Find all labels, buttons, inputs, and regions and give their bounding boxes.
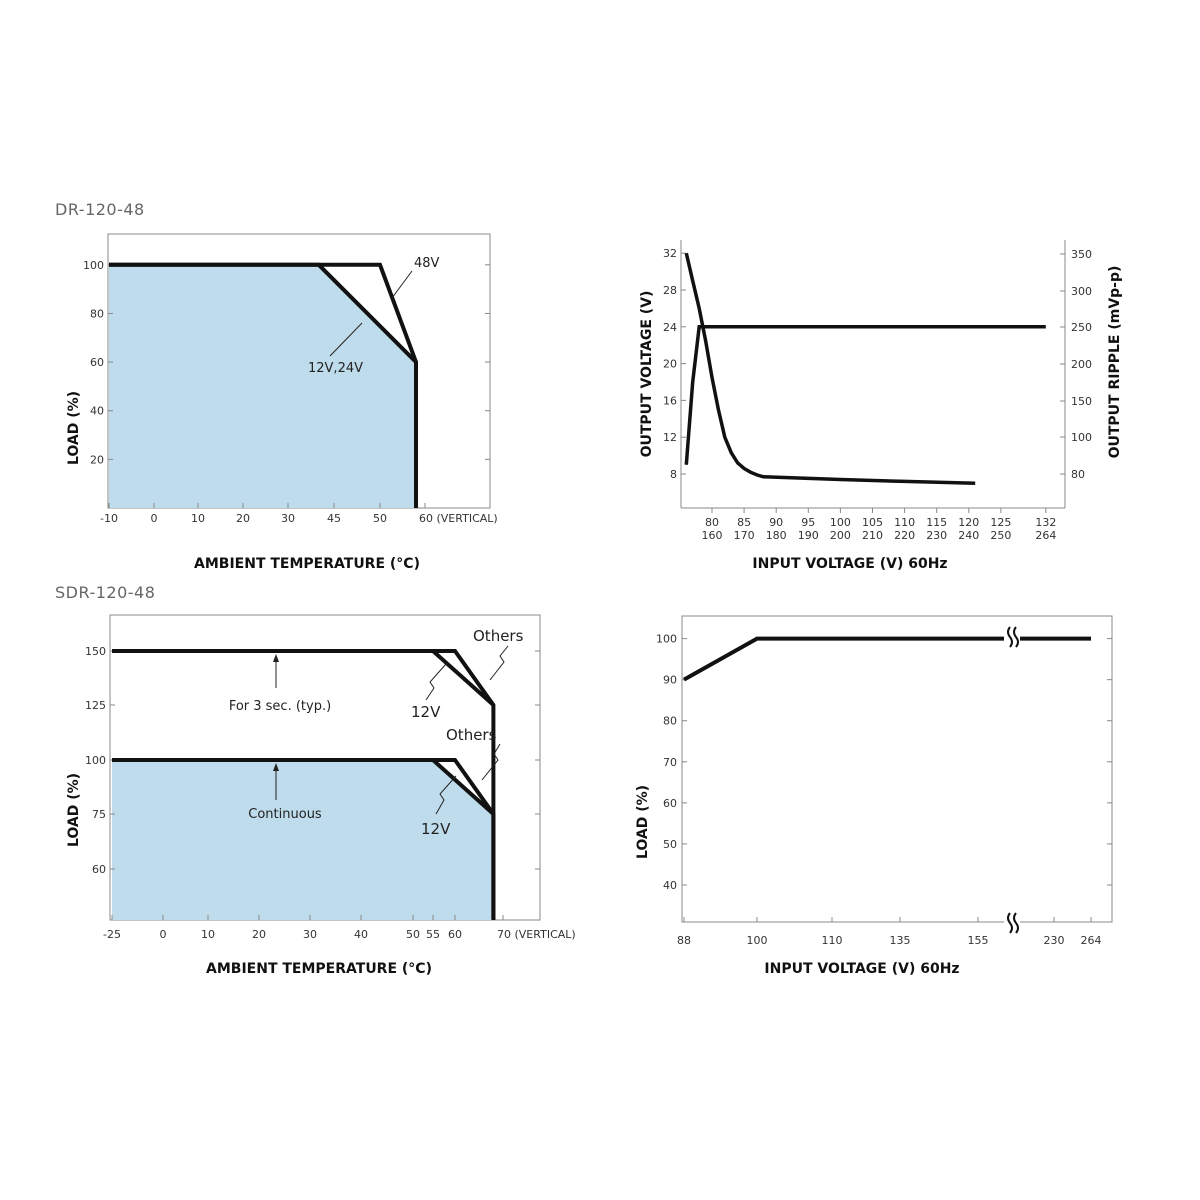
annotation-12v24v: 12V,24V [308,361,363,376]
x-tick-label: 30 [281,512,295,525]
x-tick-label: 20 [236,512,250,525]
y-tick-label: 100 [83,259,104,272]
y-tick-label: 40 [90,405,104,418]
x-tick-label: 50 [373,512,387,525]
annotation-12v24v-arrow [329,322,363,357]
x-tick-label: -10 [100,512,118,525]
y-tick-label: 60 [90,356,104,369]
y-tick-label: 20 [90,453,104,466]
x-tick-label: 60 (VERTICAL) [419,512,498,525]
annotation-48v-arrow [391,270,413,299]
x-tick-label: 0 [151,512,158,525]
section-title-sdr: SDR-120-48 [55,583,156,602]
x-tick-label: 10 [191,512,205,525]
y-tick-label: 80 [90,307,104,320]
y-axis-title: LOAD (%) [66,391,82,465]
series-line-1 [109,262,418,508]
section-title-dr: DR-120-48 [55,200,145,219]
annotation-48v: 48V [414,256,440,271]
derating-fill [109,264,416,508]
x-axis-title: AMBIENT TEMPERATURE (°C) [194,556,420,572]
x-tick-label: 45 [327,512,341,525]
